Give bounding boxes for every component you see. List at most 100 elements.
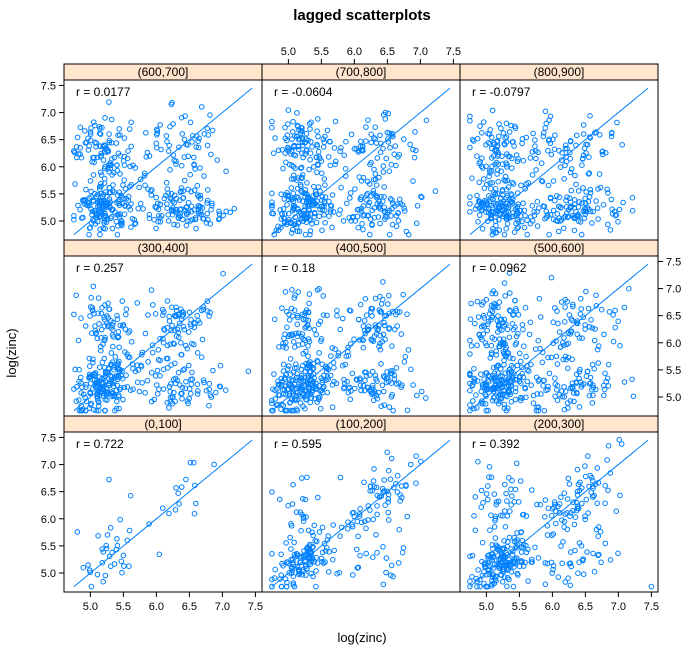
data-point (164, 298, 171, 304)
data-point (475, 314, 482, 320)
data-point (96, 364, 103, 371)
data-point (345, 352, 352, 359)
data-point (185, 400, 191, 407)
data-point (104, 397, 110, 403)
data-point (105, 148, 112, 155)
data-point (280, 340, 286, 347)
data-point (587, 380, 594, 386)
x-tick-label: 5.5 (314, 46, 329, 58)
data-point (293, 509, 300, 515)
data-point (294, 333, 301, 340)
data-point (197, 165, 203, 171)
data-point (488, 214, 494, 220)
y-tick-label: 5.0 (41, 568, 56, 580)
data-point (193, 144, 199, 150)
data-point (552, 132, 558, 138)
data-point (519, 218, 525, 225)
data-point (201, 379, 207, 386)
data-point (320, 312, 327, 318)
data-point (398, 483, 405, 489)
data-point (378, 193, 384, 200)
data-point (282, 576, 289, 582)
data-point (194, 381, 201, 388)
data-point (576, 404, 583, 410)
data-point (306, 121, 313, 127)
data-point (87, 380, 94, 387)
data-point (361, 318, 368, 324)
data-point (570, 390, 577, 396)
data-point (552, 197, 558, 204)
data-point (580, 556, 587, 562)
data-point (119, 569, 125, 576)
data-point (522, 384, 528, 391)
data-point (307, 551, 314, 557)
data-point (605, 221, 611, 228)
data-point (333, 380, 340, 387)
data-point (370, 554, 376, 561)
data-point (284, 202, 290, 208)
data-point (389, 343, 395, 349)
data-point (373, 532, 379, 538)
data-point (545, 386, 551, 393)
data-point (82, 323, 89, 329)
data-point (93, 144, 99, 150)
data-point (195, 210, 202, 216)
data-point (600, 202, 607, 208)
data-point (309, 366, 316, 372)
data-point (290, 338, 297, 345)
data-point (534, 223, 541, 229)
data-point (368, 139, 375, 146)
data-point (144, 377, 151, 384)
data-point (494, 138, 500, 145)
data-point (197, 195, 204, 202)
data-point (507, 215, 513, 221)
axes: 5.0 5.5 6.0 6.5 7.0 7.5 5.0 5.5 6.0 6.5 7.0 7.55.0 5… (41, 46, 682, 613)
data-point (360, 143, 366, 150)
data-point (492, 218, 499, 225)
data-point (480, 400, 486, 407)
data-point (289, 396, 295, 403)
data-point (332, 346, 338, 353)
data-point (550, 566, 556, 573)
data-point (496, 391, 503, 398)
data-point (188, 188, 194, 195)
data-point (499, 161, 506, 167)
data-point (116, 358, 122, 365)
data-point (501, 323, 508, 329)
data-point (307, 359, 313, 365)
data-point (330, 556, 336, 563)
data-point (565, 475, 572, 482)
data-point (502, 524, 509, 530)
data-point (110, 182, 116, 188)
data-point (586, 170, 593, 176)
data-point (494, 546, 501, 552)
data-point (270, 150, 277, 156)
data-point (313, 331, 320, 338)
data-point (208, 151, 214, 158)
data-point (299, 311, 306, 318)
data-point (348, 218, 355, 224)
data-point (206, 402, 212, 409)
data-point (99, 304, 105, 311)
data-point (179, 131, 185, 137)
data-point (588, 474, 595, 481)
data-point (280, 402, 287, 409)
data-point (570, 507, 576, 514)
data-point (87, 224, 93, 231)
data-point (184, 398, 191, 404)
data-point (108, 116, 115, 123)
data-point (160, 386, 167, 392)
data-point (560, 215, 567, 221)
data-point (477, 583, 483, 590)
data-point (178, 114, 185, 121)
data-point (528, 382, 535, 389)
data-point (528, 559, 535, 565)
data-point (90, 406, 97, 413)
data-point (586, 324, 593, 330)
panel: (100,200]r = 0.595 (261, 415, 461, 593)
data-point (399, 382, 405, 388)
data-point (538, 391, 544, 397)
data-point (358, 519, 365, 526)
data-point (223, 208, 229, 215)
data-point (500, 339, 507, 346)
